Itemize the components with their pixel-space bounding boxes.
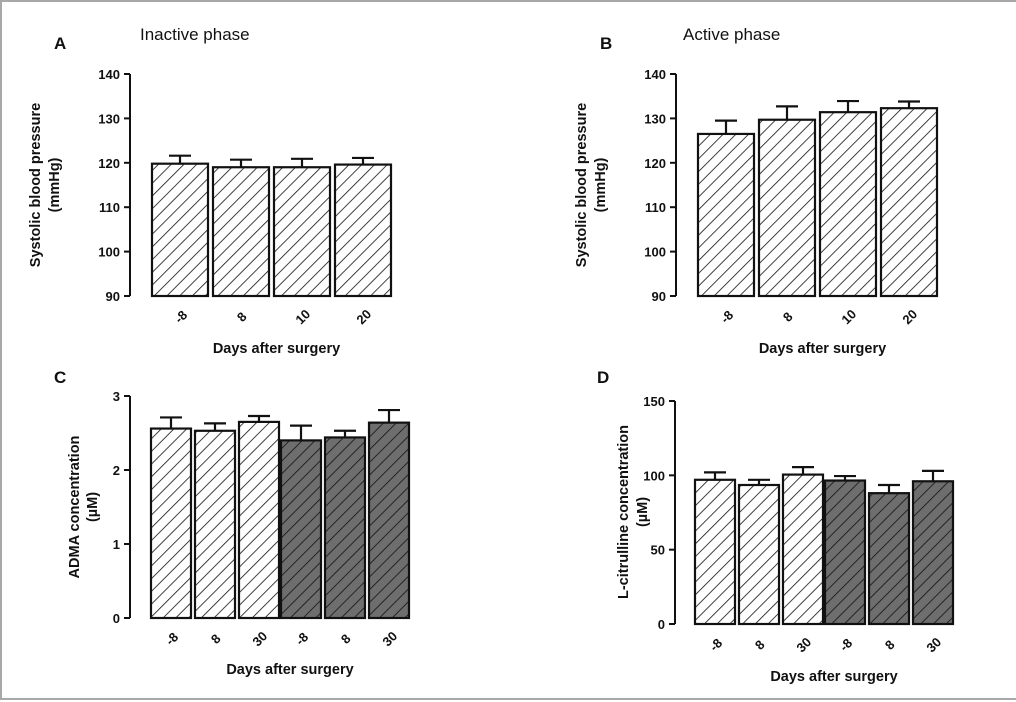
panel-letter: D bbox=[597, 368, 609, 387]
x-tick-label: -8 bbox=[292, 629, 311, 648]
y-tick-label: 2 bbox=[113, 463, 120, 478]
y-axis-title: (µM) bbox=[85, 492, 101, 522]
y-tick-label: 120 bbox=[644, 156, 666, 171]
bar bbox=[237, 420, 281, 620]
x-tick-label: 30 bbox=[379, 628, 400, 649]
x-tick-label: -8 bbox=[717, 307, 736, 326]
y-axis-title: L-citrulline concentration bbox=[616, 425, 632, 599]
y-tick-label: 50 bbox=[651, 543, 665, 558]
x-tick-label: -8 bbox=[706, 635, 725, 654]
x-tick-label: 30 bbox=[923, 634, 944, 655]
bar bbox=[818, 111, 878, 298]
x-tick-label: 10 bbox=[292, 306, 313, 327]
x-tick-label: 20 bbox=[353, 306, 374, 327]
y-axis-title: ADMA concentration bbox=[67, 436, 83, 579]
y-tick-label: 1 bbox=[113, 537, 120, 552]
x-tick-label: 10 bbox=[838, 306, 859, 327]
x-tick-label: 20 bbox=[899, 306, 920, 327]
bar bbox=[867, 492, 911, 626]
y-tick-label: 3 bbox=[113, 389, 120, 404]
x-tick-label: 8 bbox=[752, 637, 768, 653]
panel-letter: B bbox=[600, 34, 612, 53]
bar bbox=[757, 118, 817, 298]
bar bbox=[911, 480, 955, 626]
y-tick-label: 150 bbox=[643, 394, 665, 409]
bar bbox=[211, 166, 271, 298]
x-tick-label: -8 bbox=[162, 629, 181, 648]
bar bbox=[272, 166, 332, 298]
bar bbox=[323, 436, 367, 620]
x-tick-label: -8 bbox=[171, 307, 190, 326]
y-tick-label: 100 bbox=[644, 245, 666, 260]
y-tick-label: 130 bbox=[98, 111, 120, 126]
bar bbox=[737, 483, 781, 626]
y-tick-label: 140 bbox=[644, 67, 666, 82]
panel-letter: C bbox=[54, 368, 66, 387]
y-tick-label: 110 bbox=[99, 200, 120, 215]
x-tick-label: -8 bbox=[836, 635, 855, 654]
panel-c: C 0 1 2 3 ADMA concentration (µM) -8 8 30 -8 8 30 Day… bbox=[54, 368, 411, 678]
bar bbox=[696, 132, 756, 298]
x-axis-title: Days after surgery bbox=[759, 341, 886, 357]
bar bbox=[823, 479, 867, 626]
panel-subtitle: Inactive phase bbox=[140, 25, 250, 44]
bar bbox=[367, 421, 411, 620]
bar bbox=[693, 478, 737, 626]
y-axis-title: (µM) bbox=[635, 497, 651, 527]
x-axis-title: Days after surgery bbox=[213, 341, 340, 357]
bar bbox=[279, 439, 323, 620]
y-axis-title: Systolic blood pressure bbox=[28, 103, 44, 267]
y-axis-title: Systolic blood pressure bbox=[574, 103, 590, 267]
panel-a: A Inactive phase 90 100 110 120 130 140 Systolic… bbox=[28, 25, 393, 357]
bar bbox=[333, 163, 393, 298]
x-tick-label: 8 bbox=[208, 631, 224, 647]
y-axis-title: (mmHg) bbox=[593, 157, 609, 212]
bar bbox=[149, 427, 193, 620]
y-tick-label: 140 bbox=[98, 67, 120, 82]
y-tick-label: 130 bbox=[644, 111, 666, 126]
x-tick-label: 8 bbox=[882, 637, 898, 653]
bar bbox=[150, 162, 210, 298]
y-tick-label: 0 bbox=[658, 617, 665, 632]
y-tick-label: 90 bbox=[652, 289, 666, 304]
y-tick-label: 0 bbox=[113, 611, 120, 626]
panel-letter: A bbox=[54, 34, 66, 53]
x-tick-label: 30 bbox=[793, 634, 814, 655]
x-tick-label: 8 bbox=[338, 631, 354, 647]
y-tick-label: 100 bbox=[643, 468, 665, 483]
bar bbox=[781, 473, 825, 626]
panel-b: B Active phase 90 100 110 120 130 140 Systolic b… bbox=[574, 25, 939, 357]
y-axis-title: (mmHg) bbox=[47, 157, 63, 212]
x-tick-label: 8 bbox=[780, 309, 796, 325]
panel-subtitle: Active phase bbox=[683, 25, 780, 44]
x-tick-label: 30 bbox=[249, 628, 270, 649]
panel-d: D 0 50 100 150 L-citrulline concentration (µM)… bbox=[597, 368, 955, 685]
y-tick-label: 90 bbox=[106, 289, 120, 304]
x-axis-title: Days after surgery bbox=[226, 662, 353, 678]
x-axis-title: Days after surgery bbox=[770, 669, 897, 685]
bar bbox=[879, 107, 939, 298]
y-tick-label: 120 bbox=[98, 156, 120, 171]
x-tick-label: 8 bbox=[234, 309, 250, 325]
y-tick-label: 100 bbox=[98, 245, 120, 260]
bar bbox=[193, 429, 237, 620]
y-tick-label: 110 bbox=[645, 200, 666, 215]
